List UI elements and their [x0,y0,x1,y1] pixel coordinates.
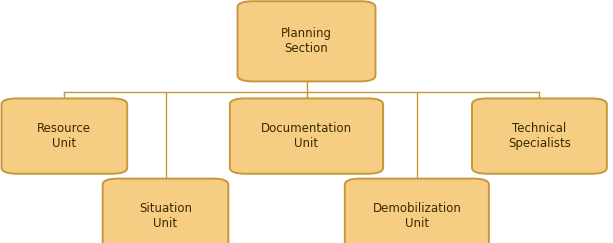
Text: Documentation
Unit: Documentation Unit [261,122,352,150]
Text: Technical
Specialists: Technical Specialists [508,122,571,150]
Text: Resource
Unit: Resource Unit [37,122,91,150]
FancyBboxPatch shape [345,179,489,243]
FancyBboxPatch shape [1,98,128,174]
FancyBboxPatch shape [237,1,375,81]
Text: Demobilization
Unit: Demobilization Unit [373,202,461,230]
FancyBboxPatch shape [472,98,607,174]
FancyBboxPatch shape [103,179,229,243]
Text: Situation
Unit: Situation Unit [139,202,192,230]
FancyBboxPatch shape [230,98,383,174]
Text: Planning
Section: Planning Section [281,27,332,55]
